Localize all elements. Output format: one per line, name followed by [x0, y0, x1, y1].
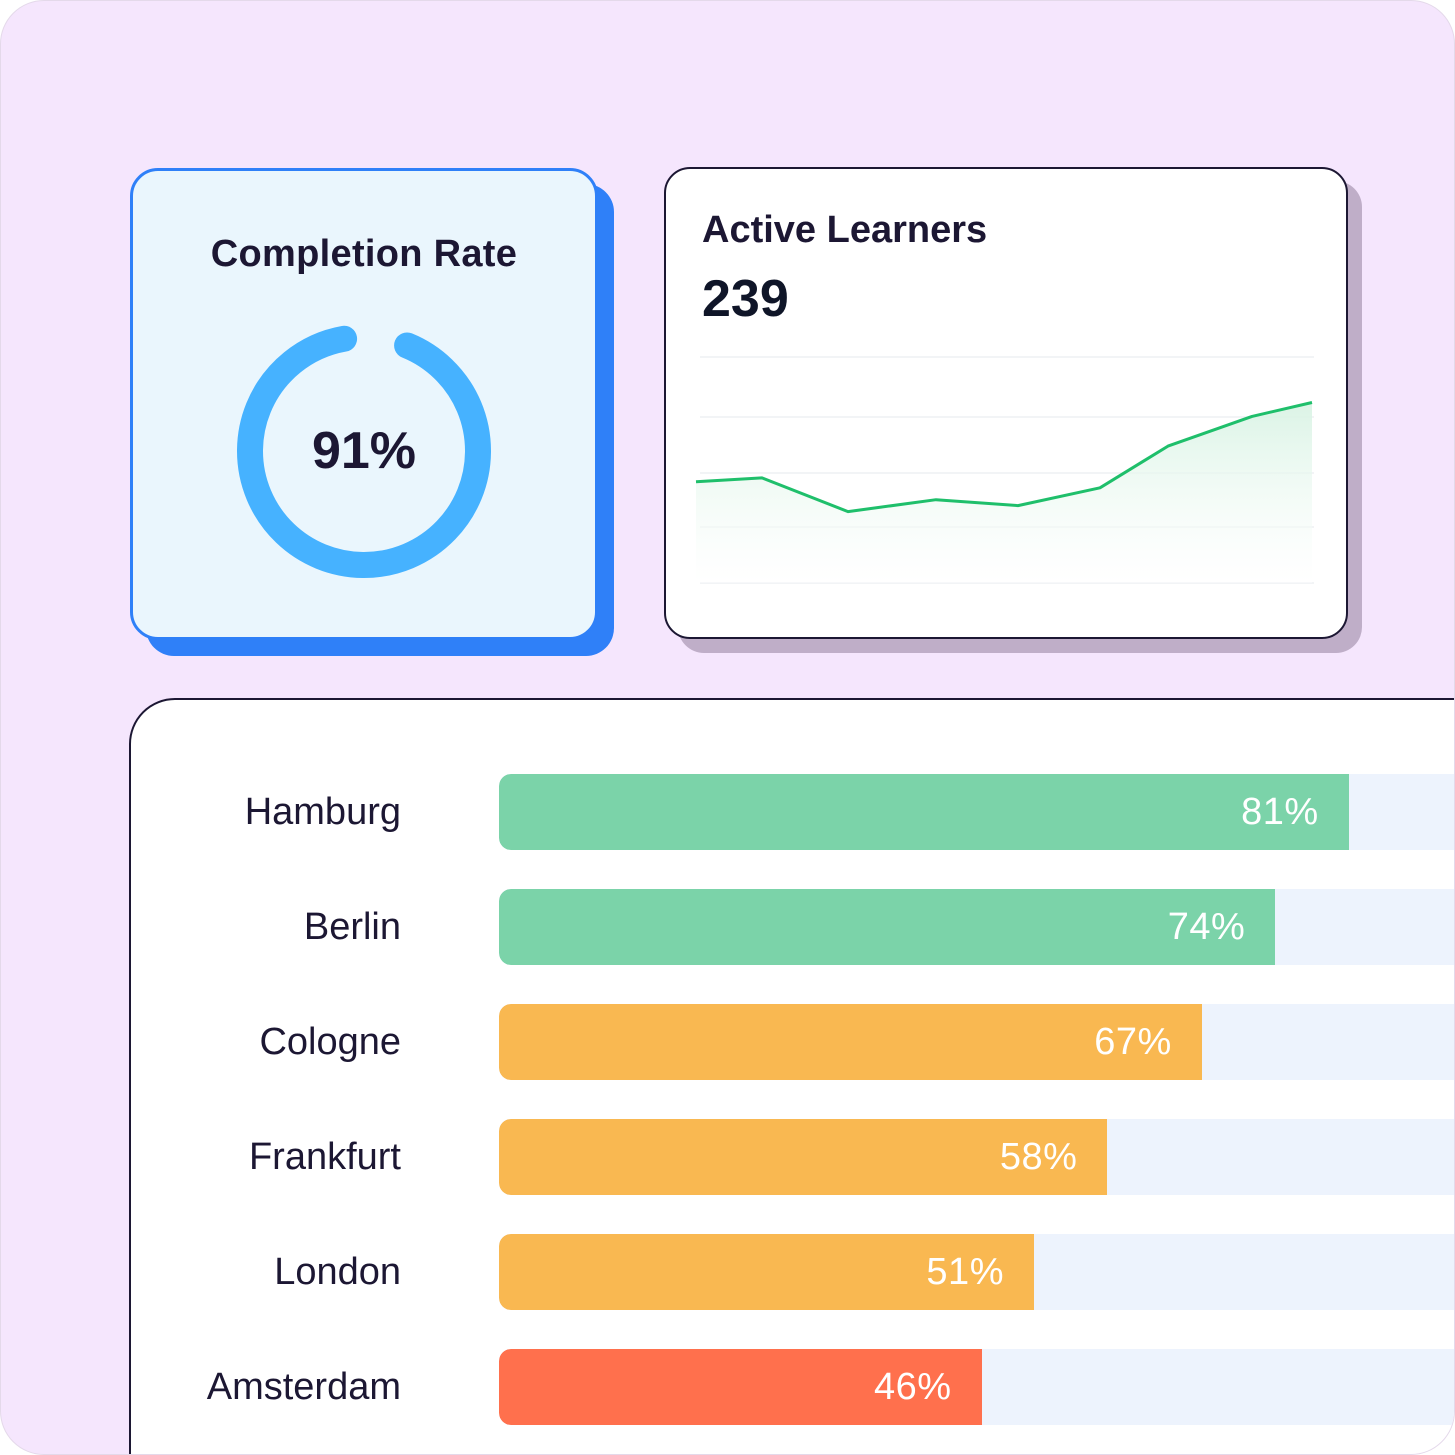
region-bar-track: 81% — [499, 774, 1454, 850]
regions-card: Hamburg 81% Berlin 74% Cologne 67% Frankfurt 58… — [129, 698, 1454, 1454]
donut-progress-arc — [237, 324, 491, 578]
region-name: Amsterdam — [206, 1366, 401, 1408]
completion-donut: 91% — [234, 321, 494, 581]
region-row: Hamburg 81% — [131, 774, 1454, 850]
active-learners-card: Active Learners 239 — [664, 167, 1348, 639]
region-percent: 67% — [1094, 1021, 1172, 1063]
region-bar-fill: 46% — [499, 1349, 982, 1425]
region-name: Cologne — [259, 1021, 401, 1063]
completion-rate-title: Completion Rate — [210, 233, 518, 275]
region-bar-fill: 51% — [499, 1234, 1034, 1310]
region-bar-track: 74% — [499, 889, 1454, 965]
region-percent: 58% — [999, 1136, 1078, 1178]
active-learners-value: 239 — [702, 270, 789, 328]
region-row: Berlin 74% — [131, 889, 1454, 965]
completion-rate-value: 91% — [311, 422, 417, 480]
active-learners-chart — [695, 356, 1314, 584]
region-row: Amsterdam 46% — [131, 1349, 1454, 1425]
region-name: Berlin — [303, 906, 401, 948]
region-row: Cologne 67% — [131, 1004, 1454, 1080]
region-percent: 46% — [873, 1366, 952, 1408]
learners-area — [696, 402, 1312, 583]
region-row: Frankfurt 58% — [131, 1119, 1454, 1195]
region-bar-fill: 81% — [499, 774, 1349, 850]
completion-rate-card: Completion Rate 91% — [130, 168, 598, 640]
active-learners-title: Active Learners — [702, 209, 988, 251]
region-percent: 51% — [926, 1251, 1004, 1293]
region-name: Frankfurt — [248, 1136, 401, 1178]
region-bar-track: 46% — [499, 1349, 1454, 1425]
region-name: London — [274, 1251, 401, 1293]
region-bar-track: 58% — [499, 1119, 1454, 1195]
region-row: London 51% — [131, 1234, 1454, 1310]
region-percent: 81% — [1241, 791, 1319, 833]
region-bar-fill: 58% — [499, 1119, 1108, 1195]
region-bar-track: 67% — [499, 1004, 1454, 1080]
region-bar-fill: 74% — [499, 889, 1276, 965]
region-bar-track: 51% — [499, 1234, 1454, 1310]
region-name: Hamburg — [244, 791, 401, 833]
region-percent: 74% — [1167, 906, 1246, 948]
region-bar-fill: 67% — [499, 1004, 1202, 1080]
